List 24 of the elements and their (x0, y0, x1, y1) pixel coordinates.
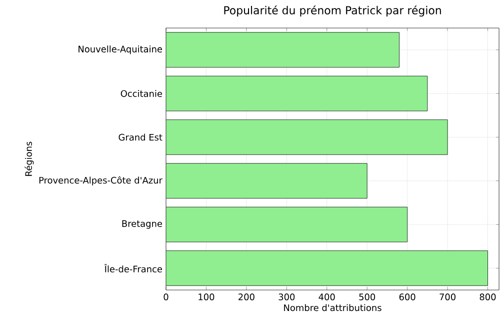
bar (166, 120, 448, 155)
x-tick-label: 500 (359, 294, 376, 300)
y-tick-label: Grand Est (118, 134, 162, 141)
x-tick-label: 800 (480, 294, 496, 300)
x-tick-label: 0 (164, 294, 168, 300)
chart-title: Popularité du prénom Patrick par région (224, 5, 441, 17)
y-axis-title: Régions (24, 142, 34, 176)
y-tick-label: Bretagne (122, 220, 162, 229)
y-tick-label: Île-de-France (104, 264, 162, 272)
y-tick-label: Nouvelle-Aquitaine (78, 46, 162, 54)
x-tick-label: 700 (440, 294, 456, 300)
x-tick-label: 200 (238, 294, 254, 300)
bar (166, 76, 428, 112)
y-tick-label: Provence-Alpes-Côte d'Azur (39, 176, 162, 186)
bar (166, 32, 400, 68)
x-axis-title: Nombre d'attributions (284, 304, 382, 312)
x-tick-label: 300 (278, 294, 295, 300)
bar (166, 163, 368, 199)
x-tick-label: 400 (318, 294, 335, 300)
x-tick-label: 600 (399, 294, 416, 300)
bar (166, 206, 408, 242)
y-tick-label: Occitanie (120, 90, 162, 97)
x-tick-label: 100 (198, 294, 214, 300)
bar (166, 250, 488, 286)
